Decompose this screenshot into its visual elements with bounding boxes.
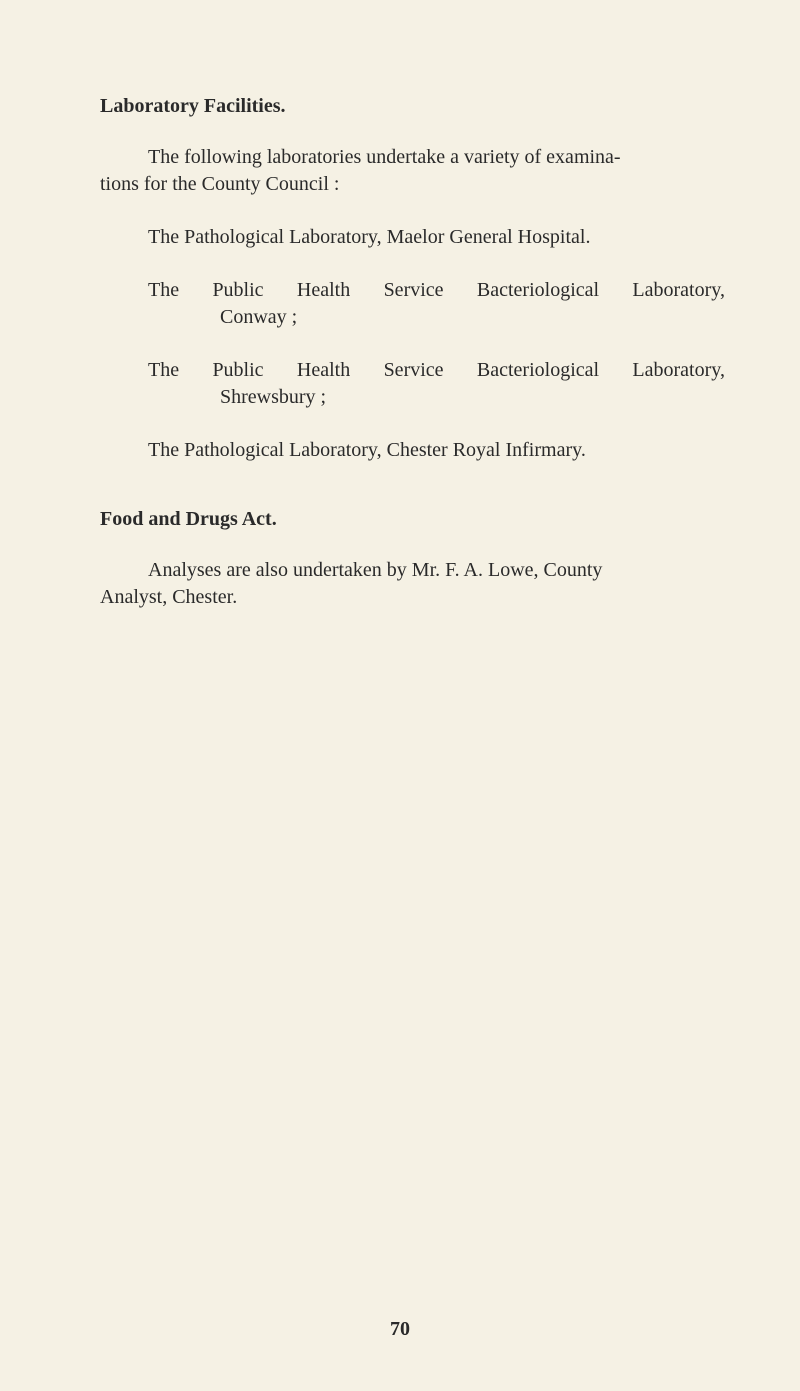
lab-item-3-word-b: Public — [212, 357, 263, 384]
lab-item-3-word-c: Health — [297, 357, 350, 384]
page-number: 70 — [0, 1318, 800, 1341]
lab-item-2-word-b: Public — [212, 277, 263, 304]
lab-item-3: The Public Health Service Bacteriologica… — [100, 357, 725, 411]
food-drugs-paragraph: Analyses are also undertaken by Mr. F. A… — [100, 557, 725, 611]
lab-item-2-word-a: The — [148, 277, 179, 304]
lab-item-3-word-e: Bacteriological — [477, 357, 599, 384]
lab-item-2-word-c: Health — [297, 277, 350, 304]
lab-item-3-line2: Shrewsbury ; — [148, 384, 725, 411]
lab-item-3-word-a: The — [148, 357, 179, 384]
section-spacer — [100, 490, 725, 508]
lab-item-2-word-e: Bacteriological — [477, 277, 599, 304]
lab-item-2-word-f: Laboratory, — [632, 277, 725, 304]
lab-item-3-word-d: Service — [384, 357, 444, 384]
lab-item-4: The Pathological Laboratory, Chester Roy… — [100, 437, 725, 464]
lab-item-2-word-d: Service — [384, 277, 444, 304]
lab-item-1: The Pathological Laboratory, Maelor Gene… — [100, 224, 725, 251]
section-heading-lab-facilities: Laboratory Facilities. — [100, 95, 725, 118]
intro-line2: tions for the County Council : — [100, 173, 339, 195]
intro-line1: The following laboratories undertake a v… — [100, 144, 725, 171]
food-drugs-line2: Analyst, Chester. — [100, 586, 237, 608]
lab-item-3-word-f: Laboratory, — [632, 357, 725, 384]
section-heading-food-drugs: Food and Drugs Act. — [100, 508, 725, 531]
food-drugs-line1: Analyses are also undertaken by Mr. F. A… — [100, 557, 725, 584]
intro-paragraph: The following laboratories undertake a v… — [100, 144, 725, 198]
lab-item-2: The Public Health Service Bacteriologica… — [100, 277, 725, 331]
lab-item-2-line2: Conway ; — [148, 304, 725, 331]
